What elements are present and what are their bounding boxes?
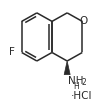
Polygon shape: [64, 61, 70, 75]
Text: H: H: [73, 82, 79, 91]
Text: F: F: [9, 47, 15, 57]
Text: O: O: [79, 16, 87, 26]
Text: 2: 2: [81, 78, 86, 87]
Text: ·HCl: ·HCl: [71, 91, 93, 101]
Text: NH: NH: [68, 76, 84, 86]
